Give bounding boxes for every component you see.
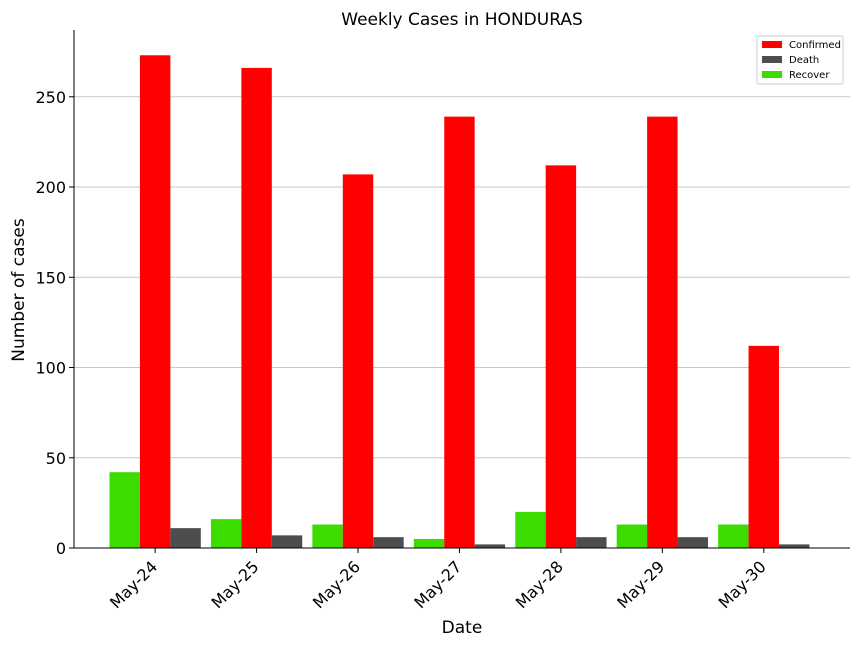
legend: Confirmed Death Recover	[756, 35, 844, 85]
x-tick-label: May-25	[207, 557, 262, 612]
bars	[109, 55, 810, 549]
bar-death-may-27	[474, 544, 506, 548]
bar-recover-may-24	[109, 472, 140, 548]
chart-title: Weekly Cases in HONDURAS	[341, 10, 583, 30]
x-tick-label: May-29	[613, 557, 668, 612]
y-tick-label: 150	[35, 268, 66, 287]
y-tick-label: 0	[56, 539, 66, 558]
bar-confirmed-may-27	[444, 116, 475, 548]
bar-death-may-25	[271, 535, 303, 548]
bar-confirmed-may-28	[545, 165, 577, 549]
x-tick-label: May-30	[715, 557, 770, 612]
y-tick-label: 250	[35, 88, 66, 107]
bar-death-may-30	[778, 544, 810, 548]
bar-death-may-26	[373, 537, 404, 548]
legend-swatch-recover	[762, 71, 782, 78]
bar-confirmed-may-24	[139, 55, 171, 549]
bar-recover-may-26	[312, 524, 343, 548]
bar-recover-may-30	[718, 524, 749, 548]
x-tick-label: May-27	[410, 557, 465, 612]
bar-death-may-28	[576, 537, 607, 548]
legend-label-recover: Recover	[789, 70, 830, 81]
bar-death-may-29	[677, 537, 708, 548]
axes	[69, 30, 850, 553]
bar-recover-may-25	[210, 519, 242, 548]
bar-recover-may-28	[515, 511, 546, 548]
x-axis-label: Date	[442, 618, 483, 638]
y-axis-label: Number of cases	[9, 218, 29, 362]
bar-confirmed-may-29	[647, 116, 678, 548]
y-tick-label: 100	[35, 359, 66, 378]
bar-recover-may-29	[616, 524, 648, 548]
x-tick-label: May-28	[512, 557, 567, 612]
bar-death-may-24	[170, 528, 201, 548]
legend-swatch-confirmed	[762, 41, 782, 48]
x-tick-label: May-26	[309, 557, 364, 612]
bar-confirmed-may-30	[748, 345, 779, 548]
legend-label-confirmed: Confirmed	[789, 40, 841, 51]
bar-confirmed-may-25	[241, 67, 272, 548]
x-tick-label: May-24	[106, 557, 161, 612]
y-tick-label: 200	[35, 178, 66, 197]
legend-label-death: Death	[789, 55, 819, 66]
bar-confirmed-may-26	[342, 174, 374, 548]
bar-recover-may-27	[413, 538, 445, 548]
y-tick-label: 50	[46, 449, 66, 468]
legend-swatch-death	[762, 56, 782, 63]
